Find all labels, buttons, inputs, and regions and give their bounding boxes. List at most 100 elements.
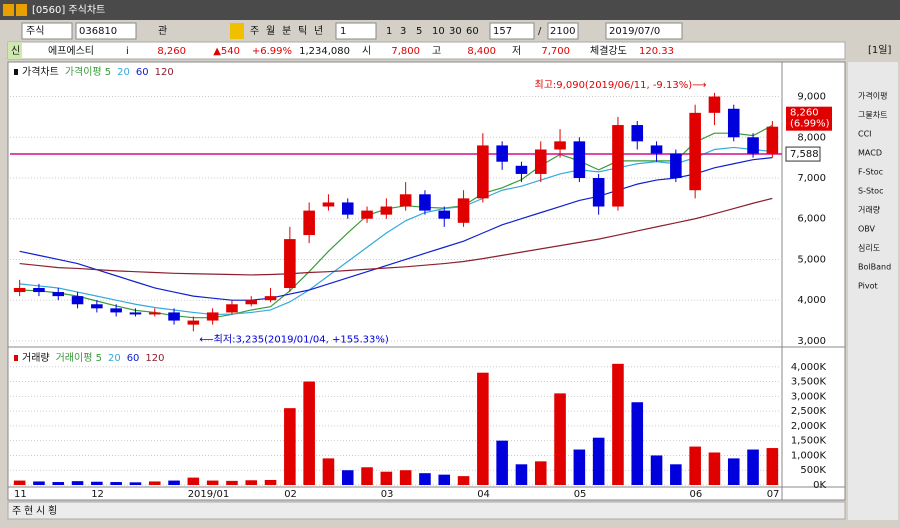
period[interactable]: 60 [466,26,479,37]
y-tick-label: 0K [813,480,826,491]
count-box[interactable] [489,22,535,40]
volume-bar [670,464,682,485]
window-title: [0560] 주식차트 [32,4,105,16]
legend-swatch [14,69,18,75]
volume-bar [708,452,721,485]
y-tick-label: 5,000 [797,254,826,265]
side-menu-item[interactable]: 거래량 [858,205,881,215]
badge-bg [8,42,22,59]
unit-box[interactable] [335,22,377,40]
volume-bar [341,470,354,485]
label: 고 [432,46,441,57]
button[interactable]: 분 [282,25,291,37]
volume-bar [110,482,122,485]
volume-bar [689,446,701,485]
side-menu-item[interactable]: F-Stoc [858,168,883,177]
legend-entry: 120 [145,353,164,364]
y-tick-label: 9,000 [797,92,826,103]
candle-body [52,292,65,297]
icon [3,4,14,16]
period[interactable]: 10 [432,26,445,37]
volume-bar [380,471,393,485]
tab[interactable]: 현 [24,505,33,517]
volume-bar [148,481,161,485]
volume-bar [245,480,258,485]
x-tick-label: 05 [574,489,587,500]
volume-bar [496,440,508,485]
volume-bar [303,381,315,485]
button[interactable]: 관 [158,25,167,37]
toolbar: 주식 036810 관 주 월 분 틱 년 1 1 3 5 10 30 60 1… [21,22,683,40]
volume-bar [573,449,586,485]
date-box[interactable] [605,22,683,40]
strength: 120.33 [639,46,674,57]
side-menu-item[interactable]: BolBand [858,263,891,272]
period[interactable]: 1 [386,26,392,37]
side-menu-item[interactable]: Pivot [858,282,878,291]
y-tick-label: 8,000 [797,132,826,143]
side-menu-item[interactable]: S-Stoc [858,187,883,196]
side-menu-item[interactable]: 심리도 [858,243,880,253]
candle-body [264,296,277,301]
period[interactable]: 3 [400,26,406,37]
candle-body [129,312,142,315]
total-box [547,22,579,40]
tab[interactable]: 시 [36,505,45,517]
button[interactable]: 틱 [298,25,307,37]
stock-name: 에프에스티 [48,45,94,57]
volume-bar [592,437,605,485]
last-tag-price: 8,260 [790,108,819,119]
candle-body [612,125,624,207]
candle-body [631,125,644,142]
market-box[interactable] [21,22,73,40]
badge: 신 [11,45,20,57]
label: 체결강도 [590,45,627,57]
y-tick-label: 3,000K [791,391,827,402]
volume-bar [33,481,45,485]
side-menu-item[interactable]: OBV [858,225,876,234]
candle-body [534,149,547,174]
period[interactable]: 5 [416,26,422,37]
side-menu-item[interactable]: MACD [858,149,882,158]
code-box[interactable] [75,22,137,40]
tab[interactable]: 횡 [48,505,57,517]
icon [230,23,244,39]
volume-bar [650,455,663,485]
slash: / [538,26,542,37]
y-tick-label: 4,000K [791,362,827,373]
low-note: ⟵최저:3,235(2019/01/04, +155.33%) [199,333,388,345]
button[interactable]: 주 [250,26,259,37]
candle-body [592,178,605,207]
candle-body [168,312,180,321]
side-menu-item[interactable]: 가격이평 [858,91,887,101]
ma-line [19,157,773,301]
candle-body [766,126,779,154]
tab[interactable]: 주 [12,506,21,517]
side-menu-item[interactable]: CCI [858,130,872,139]
button[interactable]: 월 [266,25,275,37]
y-tick-label: 7,000 [797,173,826,184]
legend-entry: 120 [155,67,174,78]
volume-bar [631,402,644,485]
candle-body [245,300,258,305]
info-icon[interactable]: i [126,46,129,57]
x-tick-label: 07 [767,489,780,500]
x-tick-label: 11 [14,489,27,500]
volume-bar [52,482,65,485]
legend-entry: 20 [108,353,121,364]
candle-body [708,96,721,113]
candle-body [438,210,451,219]
volume: 1,234,080 [299,46,350,57]
side-menu-item[interactable]: 그물차트 [858,111,887,120]
bottom-bar [7,501,846,520]
x-tick-label: 2019/01 [188,489,230,500]
count: 157 [493,26,512,37]
candle-body [747,137,759,154]
candle-body [457,198,470,223]
period[interactable]: 30 [449,26,462,37]
candle-body [341,202,354,215]
button[interactable]: 년 [314,25,323,37]
volume-bar [13,480,26,485]
volume-bar [747,449,759,485]
